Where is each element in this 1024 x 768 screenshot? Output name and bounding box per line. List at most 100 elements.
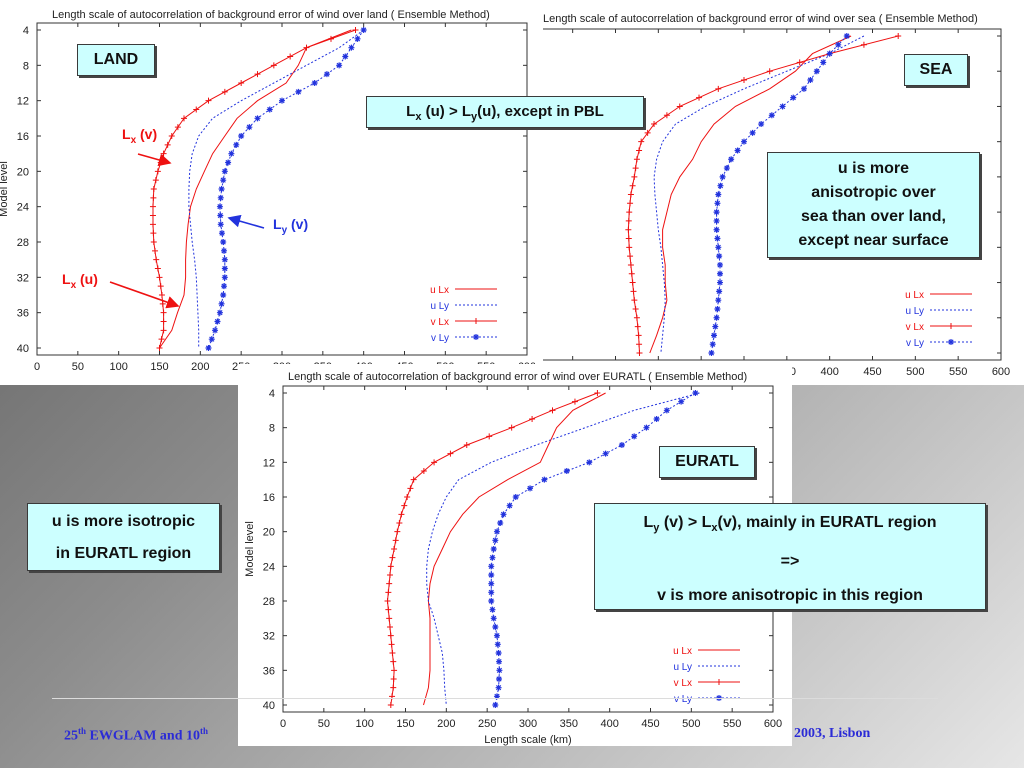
land-ytick-label: 20 bbox=[17, 166, 29, 178]
sea-marker-v-lx bbox=[741, 77, 747, 84]
land-marker-v-lx bbox=[238, 80, 245, 86]
land-marker-v-lx bbox=[254, 71, 261, 78]
euratl-marker-v-lx bbox=[385, 589, 392, 596]
euratl-marker-v-ly bbox=[492, 702, 499, 708]
euratl-legend-label: u Lx bbox=[673, 646, 692, 657]
sea-xtick-label: 600 bbox=[992, 366, 1010, 378]
land-marker-v-ly bbox=[233, 141, 240, 148]
euratl-xtick-label: 0 bbox=[280, 718, 286, 730]
land-xtick-label: 50 bbox=[72, 361, 84, 373]
euratl-xtick-label: 400 bbox=[600, 718, 618, 730]
euratl-ytick-label: 8 bbox=[269, 423, 275, 435]
euratl-marker-v-ly bbox=[494, 641, 501, 648]
sea-marker-v-lx bbox=[766, 68, 773, 75]
land-marker-v-lx bbox=[156, 274, 163, 281]
sea-marker-v-ly bbox=[713, 314, 720, 321]
euratl-marker-v-ly bbox=[495, 684, 502, 691]
sea-marker-v-lx bbox=[627, 200, 634, 207]
euratl-label-box: EURATL bbox=[659, 446, 755, 478]
sea-marker-v-ly bbox=[713, 217, 720, 224]
land-marker-v-ly bbox=[220, 292, 227, 298]
sea-xtick-label: 400 bbox=[820, 366, 838, 378]
sea-marker-v-lx bbox=[627, 261, 634, 268]
sea-marker-v-lx bbox=[631, 173, 638, 180]
euratl-marker-v-lx bbox=[387, 563, 394, 570]
land-marker-v-ly bbox=[348, 44, 355, 51]
land-marker-v-ly bbox=[336, 62, 343, 69]
sea-marker-v-ly bbox=[715, 297, 722, 304]
sea-legend-marker bbox=[948, 323, 954, 329]
sea-marker-v-ly bbox=[714, 235, 721, 242]
sea-marker-v-ly bbox=[843, 33, 850, 39]
footer-divider bbox=[52, 698, 938, 699]
euratl-xtick-label: 600 bbox=[764, 718, 782, 730]
euratl-marker-v-ly bbox=[506, 502, 513, 509]
euratl-marker-v-ly bbox=[490, 546, 497, 552]
land-legend-marker bbox=[473, 334, 479, 340]
land-marker-v-lx bbox=[150, 186, 157, 192]
euratl-marker-v-lx bbox=[549, 407, 556, 414]
land-marker-v-ly bbox=[208, 336, 215, 343]
sea-marker-v-ly bbox=[835, 41, 842, 48]
euratl-legend-label: v Lx bbox=[674, 678, 692, 689]
sea-marker-v-lx bbox=[632, 305, 639, 312]
land-marker-v-lx bbox=[154, 168, 161, 175]
sea-marker-v-lx bbox=[634, 323, 641, 330]
sea-marker-v-lx bbox=[715, 85, 722, 92]
euratl-marker-v-ly bbox=[563, 468, 570, 474]
land-marker-v-ly bbox=[254, 115, 261, 122]
sea-marker-v-lx bbox=[676, 103, 683, 110]
land-xtick-label: 100 bbox=[109, 361, 127, 373]
sea-marker-v-lx bbox=[626, 244, 633, 251]
sea-marker-v-ly bbox=[826, 50, 833, 57]
sea-xtick-label: 500 bbox=[906, 366, 924, 378]
land-marker-v-ly bbox=[216, 309, 223, 316]
euratl-legend-marker bbox=[716, 679, 722, 685]
land-series-v-lx bbox=[152, 29, 356, 349]
sea-marker-v-lx bbox=[629, 279, 636, 286]
land-chart-title: Length scale of autocorrelation of backg… bbox=[52, 9, 490, 21]
euratl-marker-v-lx bbox=[447, 450, 454, 457]
sea-marker-v-ly bbox=[717, 261, 724, 268]
sea-marker-v-lx bbox=[631, 297, 638, 304]
land-marker-v-lx bbox=[303, 44, 310, 51]
sea-marker-v-ly bbox=[790, 94, 797, 101]
euratl-marker-v-ly bbox=[663, 407, 670, 414]
sea-marker-v-lx bbox=[625, 226, 632, 233]
euratl-marker-v-lx bbox=[398, 511, 405, 518]
land-marker-v-lx bbox=[160, 150, 167, 157]
land-marker-v-ly bbox=[221, 283, 228, 290]
land-marker-v-ly bbox=[218, 230, 225, 237]
land-marker-v-ly bbox=[218, 186, 225, 192]
land-marker-v-ly bbox=[214, 318, 221, 325]
sea-marker-v-lx bbox=[636, 341, 643, 348]
euratl-marker-v-lx bbox=[387, 702, 394, 708]
sea-marker-v-ly bbox=[807, 77, 814, 84]
land-xtick-label: 0 bbox=[34, 361, 40, 373]
euratl-ytick-label: 36 bbox=[263, 665, 275, 677]
euratl-marker-v-ly bbox=[493, 693, 500, 700]
euratl-ytick-label: 20 bbox=[263, 527, 275, 539]
euratl-marker-v-lx bbox=[389, 554, 396, 561]
land-ytick-label: 28 bbox=[17, 237, 29, 249]
euratl-marker-v-ly bbox=[493, 632, 500, 639]
sea-marker-v-ly bbox=[813, 68, 820, 75]
euratl-chart-title: Length scale of autocorrelation of backg… bbox=[288, 371, 747, 383]
euratl-xtick-label: 450 bbox=[641, 718, 659, 730]
sea-marker-v-lx bbox=[627, 253, 634, 260]
euratl-ytick-label: 40 bbox=[263, 700, 275, 712]
land-marker-v-ly bbox=[216, 203, 223, 210]
land-marker-v-lx bbox=[270, 62, 277, 69]
land-marker-v-lx bbox=[158, 336, 165, 343]
sea-marker-v-lx bbox=[638, 138, 645, 145]
euratl-marker-v-lx bbox=[386, 624, 393, 630]
euratl-marker-v-lx bbox=[404, 494, 411, 500]
euratl-marker-v-lx bbox=[386, 615, 393, 622]
sea-marker-v-ly bbox=[717, 270, 724, 277]
sea-marker-v-lx bbox=[627, 191, 634, 198]
sea-marker-v-ly bbox=[728, 156, 735, 163]
land-series-v-ly bbox=[208, 29, 365, 349]
land-marker-v-ly bbox=[311, 80, 318, 86]
euratl-marker-v-lx bbox=[508, 424, 515, 431]
sea-marker-v-ly bbox=[708, 350, 715, 356]
